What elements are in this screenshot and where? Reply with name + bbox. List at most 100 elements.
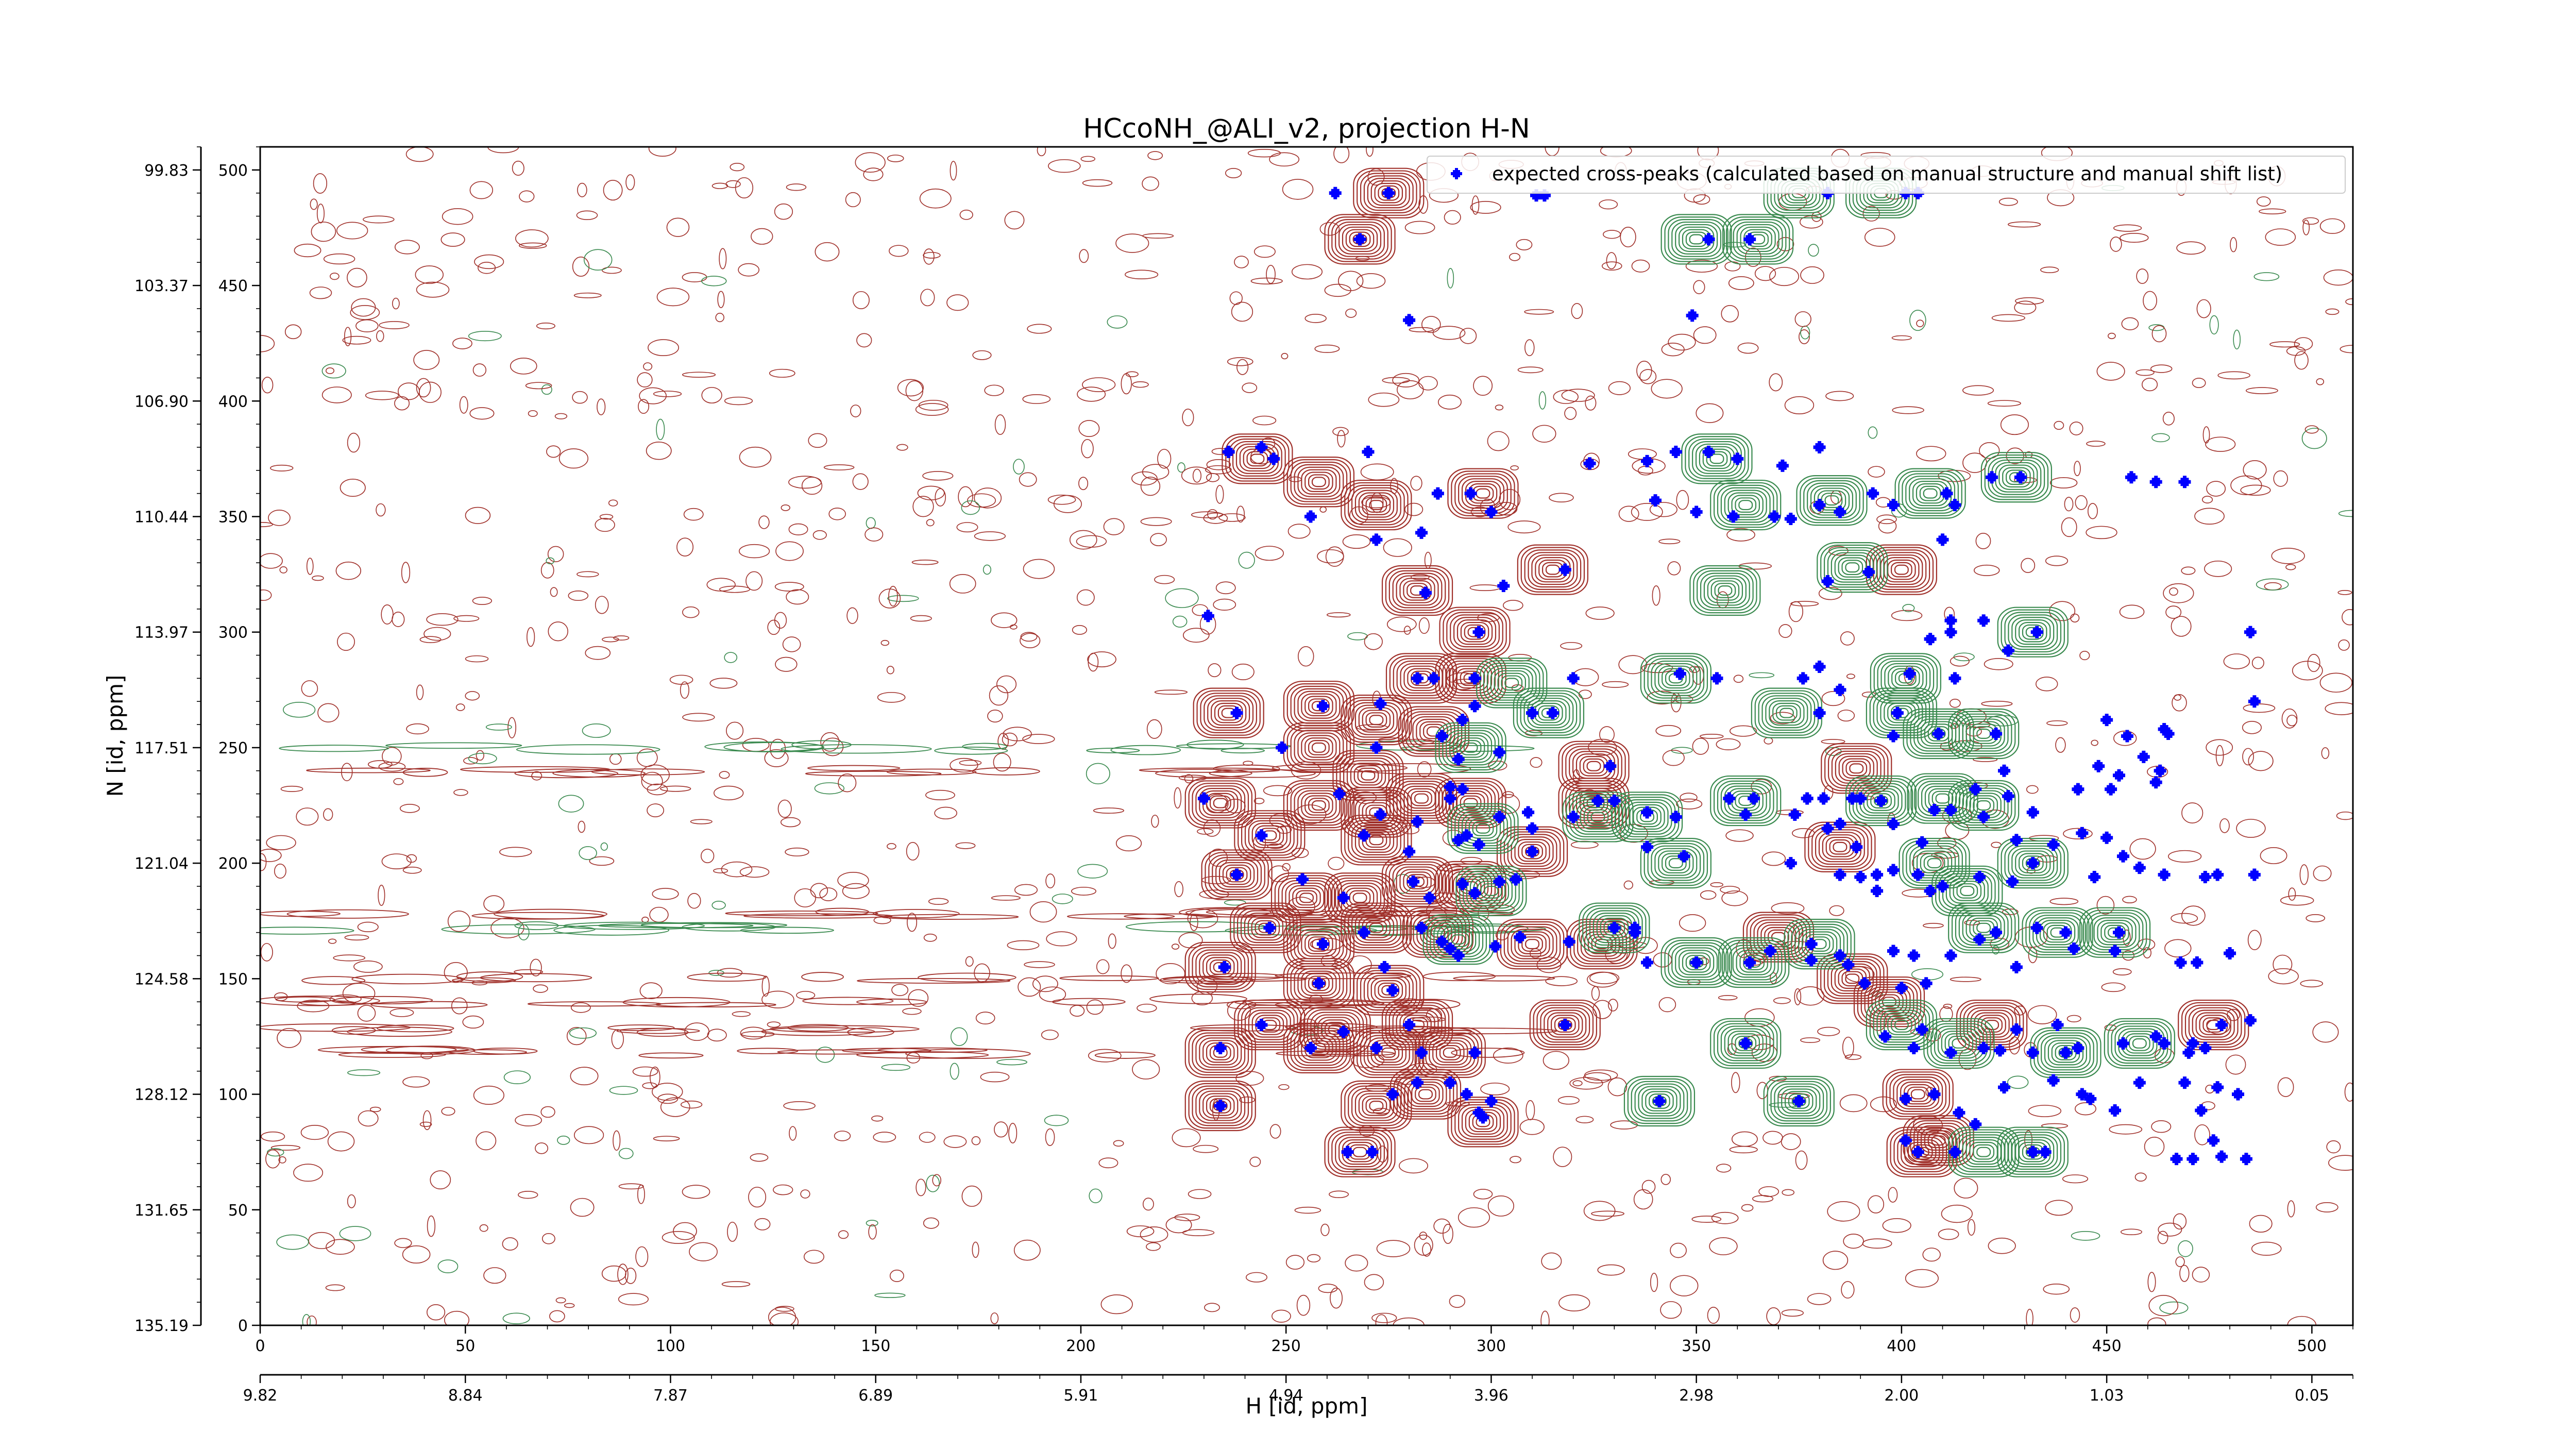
- noise-contour: [1069, 530, 1097, 550]
- positive-peak-contour: [1496, 826, 1568, 877]
- y-ppm-tick-label: 99.83: [144, 162, 189, 180]
- noise-contour: [459, 396, 468, 414]
- noise-contour: [416, 378, 431, 398]
- noise-contour: [405, 147, 434, 162]
- expected-crosspeak-marker: [2191, 956, 2204, 969]
- noise-contour: [1088, 1049, 1122, 1063]
- noise-contour: [515, 1114, 542, 1126]
- noise-contour: [1633, 1189, 1653, 1210]
- negative-peak-contour: [1997, 838, 2069, 889]
- noise-contour: [758, 515, 770, 529]
- expected-crosspeak-marker: [1374, 808, 1387, 821]
- streak-contour: [769, 1025, 920, 1033]
- noise-contour: [1553, 390, 1579, 404]
- noise-contour: [369, 1106, 381, 1113]
- streak-contour: [807, 765, 901, 771]
- noise-contour: [1471, 195, 1480, 215]
- expected-crosspeak-marker: [1690, 956, 1703, 969]
- streak-contour: [815, 907, 869, 916]
- noise-contour: [283, 702, 316, 718]
- expected-crosspeak-marker: [1702, 233, 1715, 246]
- expected-crosspeak-marker: [1862, 566, 1875, 579]
- noise-contour: [328, 938, 337, 944]
- noise-contour: [643, 362, 653, 371]
- expected-crosspeak-marker: [1788, 808, 1801, 821]
- noise-contour: [2172, 694, 2187, 712]
- expected-crosspeak-marker: [2158, 723, 2171, 736]
- expected-crosspeak-marker: [1834, 683, 1846, 696]
- expected-crosspeak-marker: [1411, 815, 1424, 828]
- noise-contour: [444, 1310, 470, 1325]
- noise-contour: [1253, 798, 1265, 804]
- streak-contour: [802, 997, 894, 1005]
- expected-crosspeak-marker: [1230, 868, 1243, 881]
- noise-contour: [1115, 835, 1142, 852]
- noise-contour: [1093, 807, 1125, 814]
- noise-contour: [2148, 324, 2165, 331]
- negative-peak-contour: [1710, 479, 1782, 531]
- noise-contour: [1602, 681, 1629, 688]
- noise-contour: [1953, 652, 1975, 662]
- expected-crosspeak-marker: [2121, 730, 2133, 743]
- expected-crosspeak-marker: [1813, 706, 1826, 719]
- noise-contour: [2006, 447, 2024, 464]
- expected-crosspeak-marker: [2010, 961, 2023, 973]
- expected-crosspeak-marker: [1263, 921, 1276, 934]
- noise-contour: [1242, 382, 1258, 393]
- noise-contour: [2049, 477, 2078, 488]
- negative-peak-contour: [1689, 565, 1761, 616]
- expected-crosspeak-marker: [1353, 233, 1366, 246]
- expected-crosspeak-marker: [2026, 1145, 2039, 1158]
- noise-contour: [1962, 385, 1994, 396]
- streak-contour: [1052, 998, 1126, 1006]
- noise-contour: [932, 1174, 942, 1187]
- noise-contour: [2292, 661, 2323, 681]
- noise-contour: [2338, 639, 2350, 651]
- noise-contour: [1781, 1133, 1801, 1150]
- expected-crosspeak-marker: [1821, 822, 1834, 835]
- expected-crosspeak-marker: [2182, 1046, 2195, 1059]
- noise-contour: [2028, 1105, 2062, 1117]
- noise-contour: [1172, 615, 1188, 628]
- noise-contour: [770, 738, 786, 759]
- noise-contour: [1949, 699, 1961, 708]
- noise-contour: [503, 1070, 531, 1085]
- noise-contour: [2055, 737, 2066, 753]
- expected-crosspeak-marker: [1834, 506, 1846, 518]
- noise-contour: [577, 182, 587, 197]
- noise-contour: [1432, 326, 1466, 340]
- positive-peak-contour: [1184, 778, 1256, 829]
- streak-contour: [591, 768, 705, 776]
- noise-contour: [1830, 490, 1842, 504]
- noise-contour: [2181, 566, 2196, 575]
- expected-crosspeak-marker: [1370, 533, 1383, 546]
- noise-contour: [1668, 333, 1696, 351]
- streak-contour: [881, 914, 1019, 920]
- noise-contour: [1150, 533, 1167, 546]
- noise-contour: [1585, 395, 1597, 411]
- expected-crosspeak-marker: [1887, 945, 1900, 957]
- noise-contour: [533, 984, 548, 993]
- noise-contour: [837, 872, 869, 889]
- noise-contour: [719, 771, 730, 779]
- noise-contour: [406, 854, 417, 863]
- noise-contour: [1939, 1006, 1953, 1022]
- noise-contour: [2271, 547, 2305, 564]
- noise-contour: [1641, 1180, 1656, 1194]
- expected-crosspeak-marker: [2113, 769, 2126, 782]
- noise-contour: [923, 248, 935, 265]
- noise-contour: [437, 1259, 459, 1273]
- noise-contour: [1561, 389, 1595, 402]
- noise-contour: [1190, 914, 1198, 931]
- streak-contour: [1221, 748, 1265, 754]
- noise-contour: [1041, 1030, 1059, 1040]
- noise-contour: [1700, 890, 1717, 900]
- noise-contour: [639, 387, 667, 405]
- y-ppm-tick-label: 106.90: [134, 393, 189, 411]
- y-index-tick-label: 350: [218, 508, 248, 526]
- expected-crosspeak-marker: [2125, 471, 2138, 484]
- noise-contour: [1599, 199, 1618, 210]
- noise-contour: [1072, 625, 1088, 635]
- noise-contour: [2014, 300, 2037, 315]
- noise-contour: [355, 319, 379, 332]
